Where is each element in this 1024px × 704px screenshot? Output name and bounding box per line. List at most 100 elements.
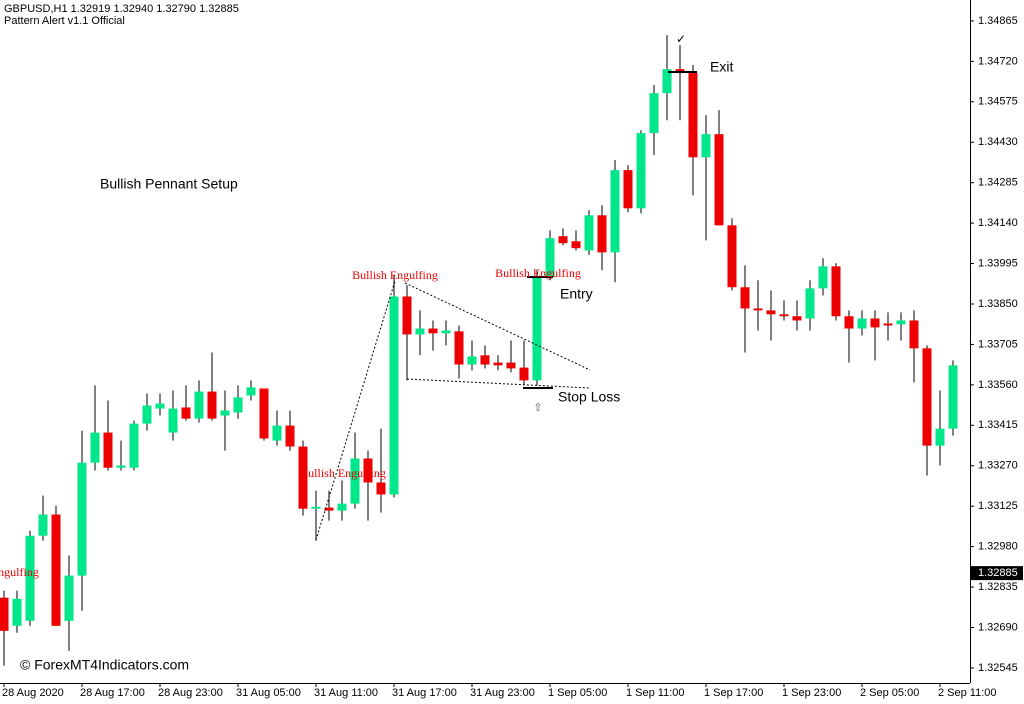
header-quote: GBPUSD,H1 1.32919 1.32940 1.32790 1.3288… [4,3,239,15]
y-tick-label: 1.33995 [978,257,1018,269]
entry-label: Entry [560,286,593,302]
candle-body [454,331,464,365]
candle-body [181,407,191,419]
setup-title: Bullish Pennant Setup [100,176,238,192]
candle-body [714,134,724,226]
candle-body [324,507,334,511]
candle-body [597,215,607,253]
x-tick-label: 31 Aug 11:00 [314,687,378,699]
candle-body [610,170,620,253]
x-tick-label: 2 Sep 11:00 [938,687,997,699]
candle-body [740,287,750,309]
candle-body [220,410,230,416]
candle-body [90,432,100,463]
candle-body [948,365,958,429]
y-tick-label: 1.33125 [978,500,1018,512]
candle-body [493,362,503,366]
candle-body [636,133,646,209]
candle-body [233,397,243,413]
candle-body [415,328,425,335]
candle-body [753,308,763,311]
exit-label: Exit [710,59,733,75]
pennant-line [315,280,396,541]
x-tick-label: 1 Sep 17:00 [704,687,763,699]
x-tick-label: 28 Aug 17:00 [80,687,145,699]
y-tick-label: 1.34430 [978,136,1018,148]
candle-body [155,403,165,409]
candle-body [532,277,542,381]
candle-body [207,391,217,419]
candle-body [12,598,22,626]
candle-body [779,314,789,317]
candle-body [272,425,282,441]
current-price-label: 1.32885 [978,567,1018,579]
y-tick-label: 1.33270 [978,460,1018,472]
candle-body [792,316,802,321]
candle-body [857,318,867,329]
x-tick-label: 1 Sep 05:00 [548,687,607,699]
y-tick-label: 1.33850 [978,298,1018,310]
candle-body [129,423,139,468]
candle-body [909,320,919,349]
x-tick-label: 31 Aug 05:00 [236,687,301,699]
candle-body [285,425,295,447]
y-tick-label: 1.32545 [978,662,1018,674]
arrow-icon: ⇧ [533,402,542,414]
check-icon: ✓ [676,32,686,46]
candle-body [103,432,113,468]
candle-body [0,597,9,631]
candle-body [727,225,737,288]
candle-body [766,310,776,315]
candle-body [38,514,48,536]
candle-body [441,330,451,334]
x-tick-label: 1 Sep 23:00 [782,687,841,699]
candle-body [25,535,35,621]
candle-body [337,503,347,511]
candle-body [350,458,360,504]
y-tick-label: 1.34285 [978,177,1018,189]
candle-body [688,73,698,158]
candle-body [506,362,516,369]
candle-body [77,462,87,576]
candle-body [259,388,269,439]
stop-loss-label: Stop Loss [558,389,620,405]
candle-body [298,446,308,509]
pattern-label: Bullish Engulfing [352,268,438,282]
x-tick-label: 28 Aug 23:00 [158,687,223,699]
candle-body [623,170,633,209]
x-tick-label: 31 Aug 17:00 [392,687,457,699]
candle-body [922,348,932,446]
y-tick-label: 1.32835 [978,581,1018,593]
candle-body [571,241,581,249]
watermark: © ForexMT4Indicators.com [20,657,189,673]
candle-body [545,238,555,278]
current-price-box [971,566,1023,581]
y-tick-label: 1.34720 [978,55,1018,67]
candle-body [818,266,828,289]
candle-body [896,320,906,325]
candle-body [805,288,815,319]
pennant-line [406,378,591,389]
plot-area [0,35,958,666]
candle-body [402,296,412,335]
candle-body [519,367,529,381]
candle-body [467,356,477,365]
candle-body [376,482,386,495]
candle-body [558,236,568,244]
candle-body [311,506,321,509]
y-tick-label: 1.33705 [978,338,1018,350]
overlay: ✓ ⇧ Bullish Pennant Setup Entry Exit Sto… [0,32,733,673]
y-tick-label: 1.32980 [978,541,1018,553]
candle-body [168,408,178,433]
candle-body [480,355,490,365]
pattern-label: Bullish Engulfing [495,266,581,280]
candle-body [701,134,711,158]
candle-body [246,387,256,396]
candle-body [649,93,659,134]
pattern-label: Bullish Engulfing [0,565,39,579]
y-tick-label: 1.34575 [978,96,1018,108]
x-tick-label: 28 Aug 2020 [2,687,64,699]
candle-body [844,316,854,329]
candle-body [116,465,126,468]
